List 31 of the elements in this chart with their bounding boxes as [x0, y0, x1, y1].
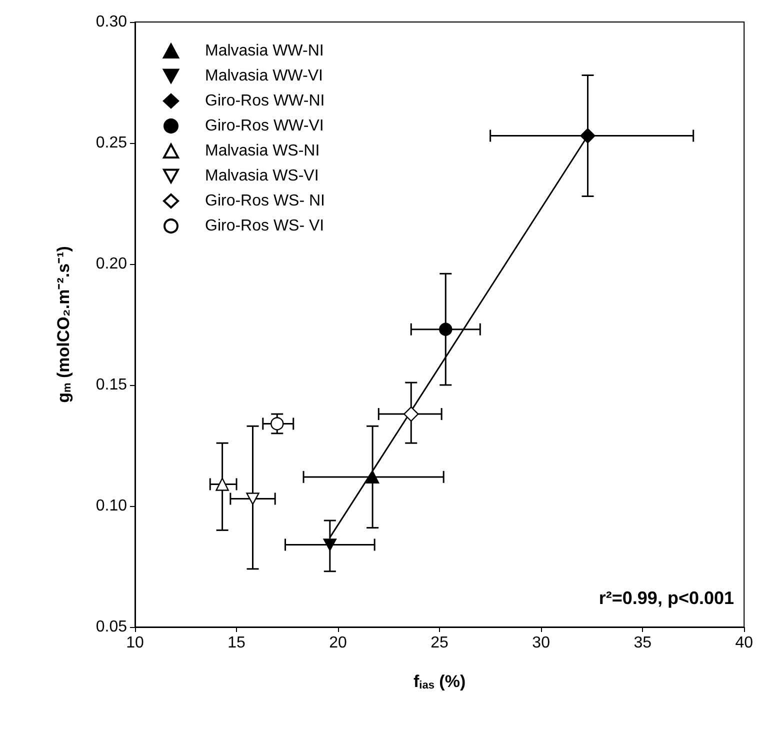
- y-axis-title: gm (molCO₂.m⁻².s⁻¹): [54, 246, 74, 403]
- y-tick-label: 0.10: [96, 498, 128, 514]
- legend-label: Malvasia WW-NI: [205, 42, 324, 60]
- y-tick-label: 0.30: [96, 14, 128, 30]
- legend-label: Malvasia WW-VI: [205, 68, 323, 84]
- x-tick-label: 35: [634, 634, 652, 652]
- x-tick-label: 40: [735, 634, 754, 652]
- legend-label: Giro-Ros WW-NI: [205, 92, 325, 110]
- point: [439, 322, 452, 336]
- point: [216, 478, 229, 491]
- y-tick-label: 0.05: [96, 618, 128, 636]
- x-tick-label: 25: [430, 634, 449, 652]
- legend-label: Malvasia WS-VI: [205, 168, 319, 184]
- x-tick-label: 20: [329, 634, 348, 652]
- point: [246, 492, 260, 505]
- y-tick-label: 0.15: [96, 376, 128, 394]
- point: [404, 406, 419, 422]
- x-tick-label: 15: [228, 634, 246, 652]
- legend-label: Malvasia WS-NI: [205, 142, 320, 160]
- annotation: r²=0.99, p<0.001: [598, 588, 734, 608]
- legend-label: Giro-Ros WS- NI: [205, 192, 325, 210]
- x-tick-label: 10: [126, 634, 144, 652]
- y-tick-label: 0.25: [96, 134, 128, 152]
- point: [366, 470, 380, 484]
- point: [323, 538, 337, 551]
- point: [270, 417, 284, 430]
- legend-label: Giro-Ros WS- VI: [205, 218, 324, 234]
- y-tick-label: 0.20: [96, 256, 128, 272]
- x-tick-label: 30: [532, 634, 550, 652]
- point: [580, 128, 596, 144]
- legend-label: Giro-Ros WW-VI: [205, 118, 324, 134]
